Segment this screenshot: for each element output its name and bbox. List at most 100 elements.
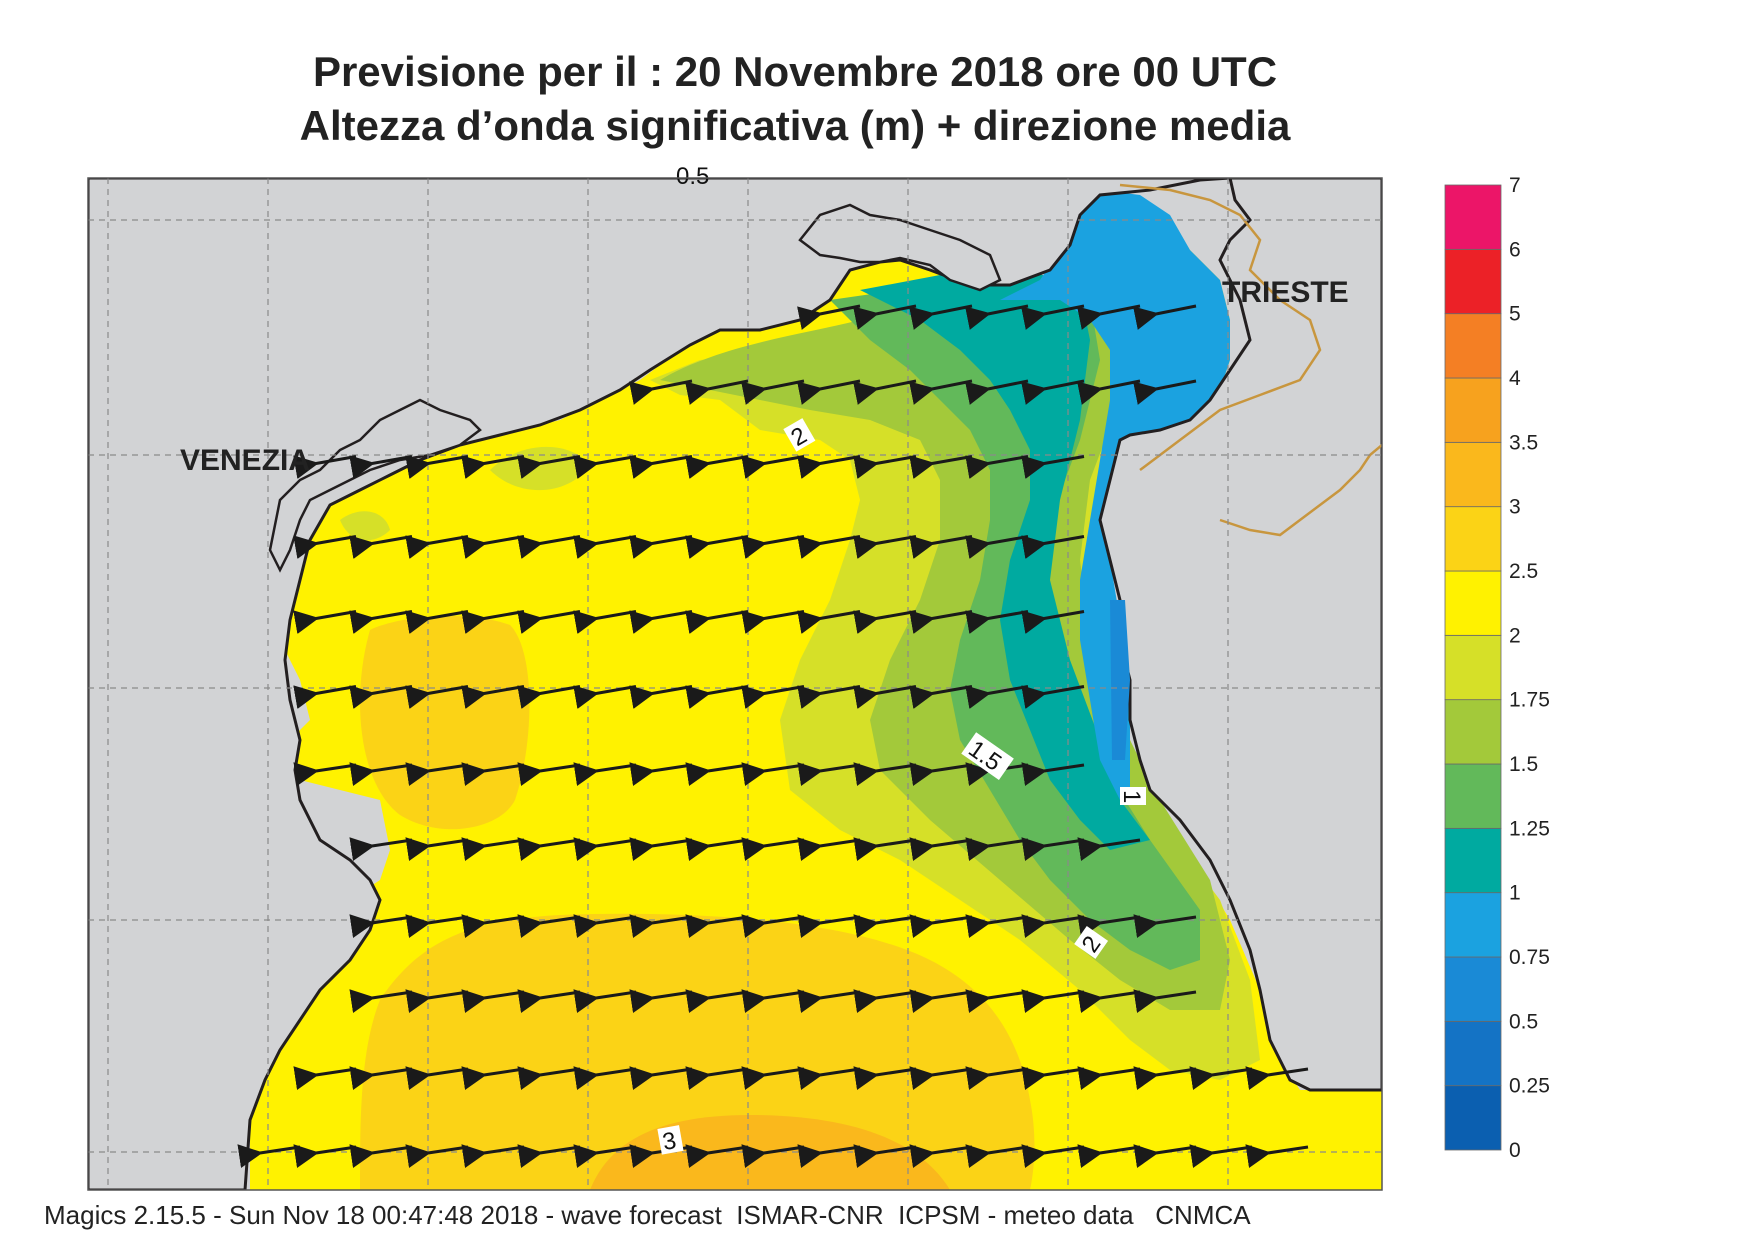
border-line <box>1119 183 1322 471</box>
wave-direction-arrow <box>853 762 917 786</box>
wave-direction-arrow <box>1021 685 1085 709</box>
wave-direction-arrow <box>1021 837 1085 861</box>
colorbar: 0 0.25 0.5 0.75 1 1.25 1.5 1.75 2 2.5 3 3.5 4 5 6 7 <box>1444 174 1550 1162</box>
wave-direction-arrow <box>461 837 525 861</box>
wave-direction-arrow <box>853 914 917 938</box>
colorbar-label: 7 <box>1509 174 1521 197</box>
wave-direction-arrow <box>517 1144 581 1168</box>
wave-direction-arrow <box>741 1066 805 1090</box>
wave-direction-arrow <box>1133 914 1197 938</box>
wave-direction-arrow <box>629 1066 693 1090</box>
wave-direction-arrow <box>461 989 525 1013</box>
wave-direction-arrow <box>741 989 805 1013</box>
wave-direction-arrow <box>685 914 749 938</box>
colorbar-swatch <box>1444 570 1502 636</box>
wave-direction-arrow <box>741 914 805 938</box>
wave-direction-arrow <box>1077 989 1141 1013</box>
wave-direction-arrow <box>405 1066 469 1090</box>
colorbar-label: 6 <box>1509 238 1521 261</box>
wave-direction-arrow <box>573 1066 637 1090</box>
wave-direction-arrow <box>1133 989 1197 1013</box>
wave-direction-arrow <box>629 914 693 938</box>
wave-direction-arrow <box>685 1144 749 1168</box>
colorbar-label: 0 <box>1509 1139 1521 1162</box>
wave-direction-arrow <box>685 762 749 786</box>
wave-direction-arrow <box>685 1066 749 1090</box>
region-2.5-3-bottom <box>360 913 1035 1190</box>
wave-direction-arrow <box>741 1144 805 1168</box>
colorbar-swatch <box>1444 248 1502 315</box>
wave-direction-arrow <box>573 837 637 861</box>
wave-direction-arrow <box>797 1144 861 1168</box>
wave-direction-arrow <box>965 914 1029 938</box>
wave-direction-arrow <box>517 762 581 786</box>
region-1.5-near-venezia-2 <box>340 511 390 541</box>
wave-direction-arrow <box>405 762 469 786</box>
wave-direction-arrow <box>1021 610 1085 634</box>
wave-direction-arrow <box>909 914 973 938</box>
wave-direction-arrow <box>965 1066 1029 1090</box>
colorbar-label: 3 <box>1509 496 1521 519</box>
colorbar-label: 5 <box>1509 303 1521 326</box>
wave-direction-arrow <box>1021 989 1085 1013</box>
colorbar-swatch <box>1444 1020 1502 1087</box>
border-line-2 <box>1219 444 1382 537</box>
contour-label-0.5: 0.5 <box>676 163 709 190</box>
colorbar-swatch <box>1444 956 1502 1022</box>
wave-direction-arrow <box>909 1066 973 1090</box>
colorbar-label: 2.5 <box>1509 560 1538 583</box>
wave-direction-arrow <box>1021 762 1085 786</box>
colorbar-label: 1.25 <box>1509 817 1550 840</box>
colorbar-swatch <box>1444 184 1502 250</box>
wave-direction-arrow <box>685 837 749 861</box>
colorbar-label: 4 <box>1509 367 1521 390</box>
wave-direction-arrow <box>909 837 973 861</box>
city-label-venezia: VENEZIA <box>180 444 310 477</box>
wave-direction-arrow <box>797 989 861 1013</box>
wave-direction-arrow <box>965 989 1029 1013</box>
title-line-2: Altezza d’onda significativa (m) + direz… <box>299 102 1291 149</box>
footer-credits: Magics 2.15.5 - Sun Nov 18 00:47:48 2018… <box>44 1200 1251 1230</box>
wave-direction-arrow <box>1021 1066 1085 1090</box>
colorbar-swatch <box>1444 313 1502 379</box>
wave-direction-arrow <box>517 914 581 938</box>
wave-direction-arrow <box>573 989 637 1013</box>
wave-direction-arrow <box>573 914 637 938</box>
wave-direction-arrow <box>517 837 581 861</box>
wave-direction-arrow <box>965 1144 1029 1168</box>
wave-direction-arrows <box>237 304 1309 1168</box>
contour-label-1: 1 <box>1118 790 1145 803</box>
colorbar-label: 1 <box>1509 882 1521 905</box>
colorbar-swatch <box>1444 827 1502 894</box>
region-1-1.25 <box>860 270 1150 850</box>
wave-direction-arrow <box>293 762 357 786</box>
wave-direction-arrow <box>349 1066 413 1090</box>
wave-direction-arrow <box>797 914 861 938</box>
region-2.5-3-left <box>360 615 530 830</box>
wave-direction-arrow <box>741 762 805 786</box>
colorbar-label: 2 <box>1509 624 1521 647</box>
wave-direction-arrow <box>349 914 413 938</box>
wave-direction-arrow <box>1133 379 1197 405</box>
wave-direction-arrow <box>1077 837 1141 861</box>
wave-direction-arrow <box>853 837 917 861</box>
wave-direction-arrow <box>853 989 917 1013</box>
wave-direction-arrow <box>853 1144 917 1168</box>
wave-direction-arrow <box>293 1144 357 1168</box>
wave-direction-arrow <box>405 914 469 938</box>
wave-direction-arrow <box>1133 304 1197 330</box>
colorbar-swatch <box>1444 763 1502 829</box>
wave-direction-arrow <box>741 837 805 861</box>
colorbar-swatch <box>1444 441 1502 508</box>
colorbar-swatch <box>1444 506 1502 572</box>
wave-direction-arrow <box>237 1144 301 1168</box>
colorbar-swatch <box>1444 699 1502 765</box>
wave-direction-arrow <box>1021 455 1085 479</box>
wave-direction-arrow <box>1133 1144 1197 1168</box>
wave-direction-arrow <box>1077 1066 1141 1090</box>
wave-direction-arrow <box>461 1144 525 1168</box>
wave-direction-arrow <box>405 837 469 861</box>
title-line-1: Previsione per il : 20 Novembre 2018 ore… <box>312 48 1278 95</box>
wave-direction-arrow <box>349 837 413 861</box>
